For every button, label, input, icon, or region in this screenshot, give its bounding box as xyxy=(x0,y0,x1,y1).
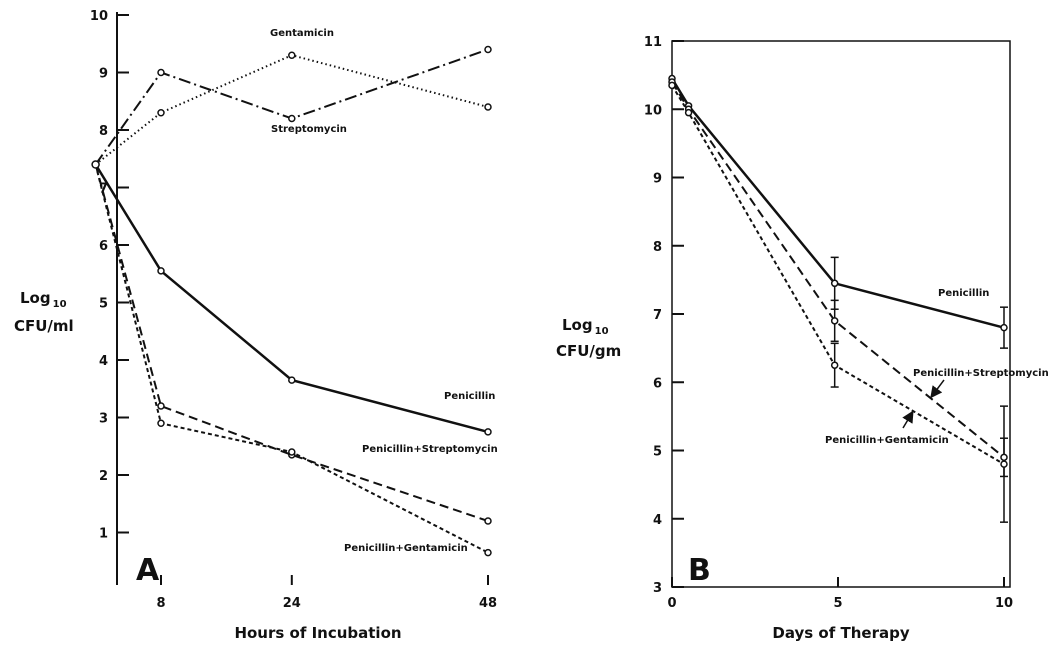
panel-b-letter: B xyxy=(688,553,711,588)
panel-b: 3 4 5 6 7 8 9 10 11 0 5 10 Penicillin Penicillin+S… xyxy=(556,35,1049,642)
panel-b-y-tick-label-6: 6 xyxy=(653,376,662,391)
panel-a-y-tick-label-7: 7 xyxy=(99,182,108,197)
panel-a-y-ticks: 1 2 3 4 5 6 7 8 9 10 xyxy=(90,9,129,542)
panel-a-line-penicillin xyxy=(94,163,489,434)
panel-b-y-tick-label-9: 9 xyxy=(653,172,662,187)
panel-a-series-label-streptomycin: Streptomycin xyxy=(271,124,347,135)
panel-a-point-penicillin-gentamicin-1 xyxy=(157,419,165,427)
panel-b-y-axis-title: Log 10 xyxy=(562,316,609,337)
panel-b-y-tick-label-5: 5 xyxy=(653,445,662,460)
panel-b-point-penicillin-3 xyxy=(1000,323,1008,332)
panel-b-line-penicillin xyxy=(670,77,1005,329)
panel-b-point-penicillin-2 xyxy=(830,279,839,288)
panel-a-line-penicillin-streptomycin xyxy=(94,164,489,522)
panel-b-x-ticks: 0 5 10 xyxy=(667,577,1013,611)
panel-b-point-penicillin-gentamicin-3 xyxy=(1000,460,1008,468)
panel-b-point-penicillin-gentamicin-1 xyxy=(684,108,693,117)
panel-a-point-gentamicin-2 xyxy=(288,51,296,59)
panel-a-point-streptomycin-3 xyxy=(484,45,492,54)
panel-b-y-axis-unit: CFU/gm xyxy=(556,342,621,360)
panel-a-x-tick-label-24: 24 xyxy=(283,596,301,611)
panel-a-y-tick-label-5: 5 xyxy=(99,297,108,312)
panel-b-y-tick-label-7: 7 xyxy=(653,308,662,323)
panel-a-y-tick-label-6: 6 xyxy=(99,239,108,254)
panel-a-y-axis-unit: CFU/ml xyxy=(14,317,74,335)
panel-b-series-lines xyxy=(670,77,1005,466)
panel-a-series-label-gentamicin: Gentamicin xyxy=(270,28,334,39)
panel-a-y-tick-label-10: 10 xyxy=(90,9,108,24)
panel-b-point-penicillin-streptomycin-3 xyxy=(1000,453,1008,462)
panel-a-y-tick-label-2: 2 xyxy=(99,469,108,484)
panel-a-point-penicillin-streptomycin-3 xyxy=(484,517,492,525)
panel-a-y-tick-label-1: 1 xyxy=(99,527,108,542)
panel-a-letter: A xyxy=(136,553,160,588)
panel-a-line-streptomycin xyxy=(94,48,489,166)
panel-a-series-label-penicillin: Penicillin xyxy=(444,391,495,402)
panel-b-arrow-gentamicin xyxy=(902,410,914,429)
panel-b-series-label-penicillin-gentamicin: Penicillin+Gentamicin xyxy=(825,435,949,446)
panel-b-line-penicillin-streptomycin xyxy=(671,81,1005,459)
panel-a-point-origin xyxy=(91,160,100,169)
panel-b-series-label-penicillin-streptomycin: Penicillin+Streptomycin xyxy=(913,368,1049,379)
panel-a-x-tick-label-8: 8 xyxy=(156,596,165,611)
panel-a-y-axis-title: Log 10 xyxy=(20,289,67,310)
panel-a-y-tick-label-8: 8 xyxy=(99,124,108,139)
panel-a-series-points xyxy=(91,45,492,557)
panel-b-x-tick-label-10: 10 xyxy=(995,596,1013,611)
panel-a-x-tick-label-48: 48 xyxy=(479,596,497,611)
panel-a-series-label-penicillin-gentamicin: Penicillin+Gentamicin xyxy=(344,543,468,554)
panel-a-point-penicillin-gentamicin-2 xyxy=(288,448,296,456)
panel-a-series-lines xyxy=(94,48,489,554)
panel-a-line-gentamicin xyxy=(94,54,489,166)
panel-a-point-penicillin-2 xyxy=(288,376,296,384)
panel-b-y-tick-label-4: 4 xyxy=(653,513,662,528)
panel-b-point-penicillin-streptomycin-2 xyxy=(830,317,839,325)
panel-b-x-tick-label-5: 5 xyxy=(833,596,842,611)
panel-b-x-axis-title: Days of Therapy xyxy=(772,624,909,642)
panel-b-y-tick-label-3: 3 xyxy=(653,581,662,596)
panel-b-arrow-streptomycin xyxy=(930,379,945,399)
panel-a-point-gentamicin-3 xyxy=(484,103,492,111)
panel-b-y-tick-label-10: 10 xyxy=(644,103,662,118)
panel-b-y-tick-label-8: 8 xyxy=(653,240,662,255)
panel-b-y-tick-label-11: 11 xyxy=(644,35,662,50)
panel-a-point-streptomycin-2 xyxy=(288,114,296,123)
panel-a-y-tick-label-4: 4 xyxy=(99,354,108,369)
panel-a-point-penicillin-streptomycin-1 xyxy=(157,402,165,410)
panel-a-y-tick-label-9: 9 xyxy=(99,67,108,82)
panel-a-x-axis-title: Hours of Incubation xyxy=(234,624,401,642)
panel-b-series-label-penicillin: Penicillin xyxy=(938,288,989,299)
panel-a-point-streptomycin-1 xyxy=(157,68,165,77)
panel-a: 1 2 3 4 5 6 7 8 9 10 8 24 48 Gentamicin Streptomyci… xyxy=(14,9,498,642)
panel-b-frame xyxy=(671,40,1011,588)
panel-a-series-label-penicillin-streptomycin: Penicillin+Streptomycin xyxy=(362,444,498,455)
panel-b-point-penicillin-gentamicin-0 xyxy=(668,81,676,90)
panel-b-point-penicillin-gentamicin-2 xyxy=(830,361,839,369)
panel-a-y-tick-label-3: 3 xyxy=(99,412,108,427)
panel-b-x-tick-label-0: 0 xyxy=(667,596,676,611)
panel-b-y-ticks: 3 4 5 6 7 8 9 10 11 xyxy=(644,35,684,596)
panel-b-line-penicillin-gentamicin xyxy=(671,84,1005,466)
panel-a-point-gentamicin-1 xyxy=(157,109,165,117)
panel-a-x-ticks: 8 24 48 xyxy=(156,575,497,611)
panel-a-point-penicillin-3 xyxy=(484,428,492,436)
panel-a-point-penicillin-1 xyxy=(157,267,165,275)
panel-a-line-penicillin-gentamicin xyxy=(94,164,489,554)
panel-a-point-penicillin-gentamicin-3 xyxy=(484,548,492,557)
panel-b-series-points xyxy=(668,74,1008,468)
